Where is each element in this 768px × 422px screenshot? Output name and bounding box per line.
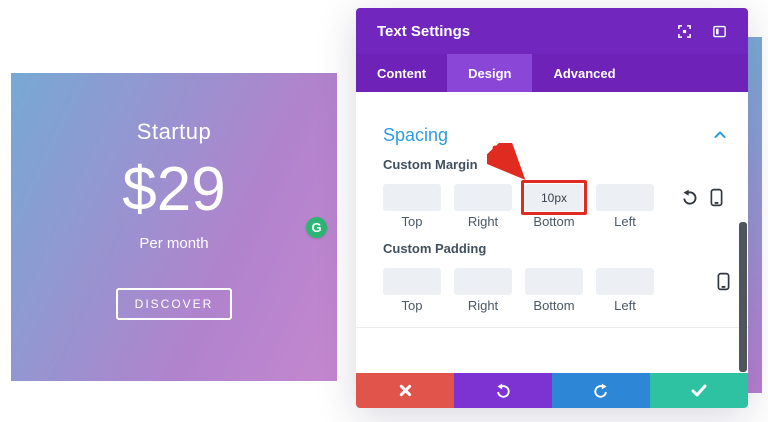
phone-icon[interactable] bbox=[710, 188, 723, 207]
modal-title: Text Settings bbox=[377, 22, 471, 40]
custom-padding-label: Custom Padding bbox=[383, 241, 487, 256]
tab-advanced[interactable]: Advanced bbox=[553, 65, 616, 81]
field-label: Bottom bbox=[533, 298, 575, 313]
undo-icon bbox=[495, 383, 511, 399]
margin-row-icons bbox=[681, 184, 723, 211]
focus-expand-icon[interactable] bbox=[677, 24, 692, 39]
discover-button[interactable]: DISCOVER bbox=[115, 288, 233, 320]
field-label: Right bbox=[467, 298, 499, 313]
padding-top-input[interactable] bbox=[383, 268, 441, 295]
undo-icon[interactable] bbox=[681, 189, 698, 206]
field-label: Bottom bbox=[533, 214, 575, 229]
modal-header-drag-handle[interactable]: Text Settings bbox=[356, 8, 748, 54]
padding-row-icons bbox=[681, 268, 730, 295]
chevron-up-icon[interactable] bbox=[714, 131, 726, 139]
save-button[interactable] bbox=[650, 373, 748, 408]
margin-right-input[interactable] bbox=[454, 184, 512, 211]
redo-icon bbox=[593, 383, 609, 399]
background-gradient-strip bbox=[748, 37, 762, 393]
margin-bottom-input[interactable] bbox=[525, 184, 583, 211]
redo-button[interactable] bbox=[552, 373, 650, 408]
padding-left-group: Left bbox=[596, 268, 654, 314]
plan-name: Startup bbox=[136, 119, 212, 144]
tab-bar: Content Design Advanced bbox=[356, 54, 748, 92]
margin-right-group: Right bbox=[454, 184, 512, 230]
field-label: Top bbox=[401, 214, 423, 229]
padding-right-group: Right bbox=[454, 268, 512, 314]
margin-left-input[interactable] bbox=[596, 184, 654, 211]
spacing-section-title: Spacing bbox=[383, 125, 449, 145]
field-label: Left bbox=[614, 298, 636, 313]
margin-top-group: Top bbox=[383, 184, 441, 230]
cancel-button[interactable] bbox=[356, 373, 454, 408]
x-icon bbox=[399, 384, 412, 397]
plan-period: Per month bbox=[139, 235, 209, 252]
field-label: Right bbox=[467, 214, 499, 229]
margin-bottom-group: Bottom bbox=[521, 180, 587, 230]
modal-scrollbar[interactable] bbox=[739, 222, 747, 372]
modal-body: Spacing Custom Margin Top Right bbox=[356, 92, 748, 373]
check-icon bbox=[691, 384, 707, 397]
padding-right-input[interactable] bbox=[454, 268, 512, 295]
padding-fields-row: Top Right Bottom Left bbox=[383, 268, 730, 314]
split-view-icon[interactable] bbox=[712, 24, 727, 39]
plan-price: $29 bbox=[122, 155, 226, 224]
padding-top-group: Top bbox=[383, 268, 441, 314]
header-icons bbox=[677, 24, 727, 39]
custom-margin-label: Custom Margin bbox=[383, 157, 478, 172]
padding-left-input[interactable] bbox=[596, 268, 654, 295]
text-settings-modal: Text Settings Content Design bbox=[356, 8, 748, 408]
tab-design[interactable]: Design bbox=[447, 54, 533, 92]
field-label: Left bbox=[614, 214, 636, 229]
margin-top-input[interactable] bbox=[383, 184, 441, 211]
spacing-section-toggle[interactable]: Spacing bbox=[383, 124, 726, 146]
phone-icon[interactable] bbox=[717, 272, 730, 291]
tab-content[interactable]: Content bbox=[377, 65, 427, 81]
margin-left-group: Left bbox=[596, 184, 654, 230]
field-label: Top bbox=[401, 298, 423, 313]
padding-bottom-input[interactable] bbox=[525, 268, 583, 295]
pricing-card: Startup $29 Per month DISCOVER G bbox=[11, 73, 337, 381]
margin-fields-row: Top Right Bottom Left bbox=[383, 180, 726, 230]
padding-bottom-group: Bottom bbox=[525, 268, 583, 314]
section-divider bbox=[356, 327, 748, 328]
undo-button[interactable] bbox=[454, 373, 552, 408]
modal-footer bbox=[356, 373, 748, 408]
grammarly-icon[interactable]: G bbox=[306, 217, 327, 238]
